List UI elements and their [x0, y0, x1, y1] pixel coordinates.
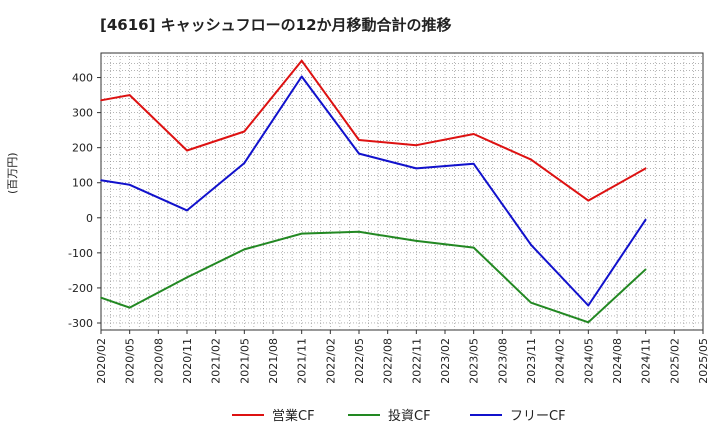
y-tick-label: 0 [86, 212, 93, 225]
data-point [358, 152, 360, 155]
x-tick-label: 2025/05 [697, 338, 710, 384]
data-point [644, 268, 647, 271]
y-tick-label: 100 [72, 177, 93, 190]
data-point [100, 99, 102, 102]
data-point [243, 248, 246, 251]
y-tick-label: -200 [68, 282, 93, 295]
x-tick-label: 2023/02 [439, 338, 452, 384]
y-tick-label: 400 [72, 72, 93, 85]
data-point [300, 59, 303, 62]
x-tick-label: 2020/08 [152, 338, 165, 384]
data-point [415, 167, 418, 170]
chart-title: [4616] キャッシュフローの12か月移動合計の推移 [100, 16, 452, 34]
data-point [530, 301, 532, 304]
x-tick-label: 2024/08 [611, 338, 624, 384]
data-point [530, 243, 532, 246]
legend-label-1: 営業CF [272, 408, 315, 424]
data-point [128, 94, 131, 96]
x-tick-label: 2022/02 [324, 338, 337, 384]
data-point [186, 209, 188, 212]
x-tick-label: 2024/05 [582, 338, 595, 384]
x-tick-label: 2024/11 [640, 338, 653, 384]
plot-area [100, 52, 704, 331]
data-point [300, 75, 303, 78]
data-point [128, 306, 131, 309]
x-tick-label: 2024/02 [554, 338, 567, 384]
y-tick-label: 300 [72, 107, 93, 120]
data-point [587, 321, 590, 324]
data-point [415, 144, 418, 147]
data-point [644, 167, 647, 170]
data-point [358, 139, 360, 141]
data-point [243, 162, 246, 164]
x-tick-label: 2021/02 [210, 338, 223, 384]
x-tick-label: 2020/02 [95, 338, 108, 384]
data-point [300, 232, 303, 235]
data-point [472, 163, 475, 165]
data-point [100, 296, 102, 299]
x-tick-label: 2022/08 [382, 338, 395, 384]
x-tick-label: 2020/05 [124, 338, 137, 384]
y-tick-label: -100 [68, 247, 93, 260]
x-tick-label: 2023/08 [496, 338, 509, 384]
data-point [587, 199, 590, 202]
x-tick-label: 2022/05 [353, 338, 366, 384]
x-tick-label: 2020/11 [181, 338, 194, 384]
data-point [100, 179, 102, 182]
data-point [472, 246, 475, 249]
data-point [472, 133, 475, 135]
data-point [128, 184, 131, 186]
data-point [644, 218, 647, 221]
x-tick-label: 2021/05 [238, 338, 251, 384]
data-point [186, 149, 188, 152]
data-point [186, 276, 188, 279]
data-point [530, 158, 532, 161]
y-tick-label: 200 [72, 142, 93, 155]
x-tick-label: 2021/08 [267, 338, 280, 384]
data-point [358, 231, 360, 233]
legend-label-2: 投資CF [388, 408, 431, 424]
data-point [587, 304, 590, 307]
x-tick-label: 2023/11 [525, 338, 538, 384]
x-tick-label: 2025/02 [668, 338, 681, 384]
x-tick-label: 2023/05 [468, 338, 481, 384]
x-tick-label: 2022/11 [410, 338, 423, 384]
legend-label-3: フリーCF [510, 409, 566, 424]
y-tick-label: -300 [68, 317, 93, 330]
data-point [415, 240, 418, 242]
x-tick-label: 2021/11 [296, 338, 309, 384]
data-point [243, 130, 246, 133]
